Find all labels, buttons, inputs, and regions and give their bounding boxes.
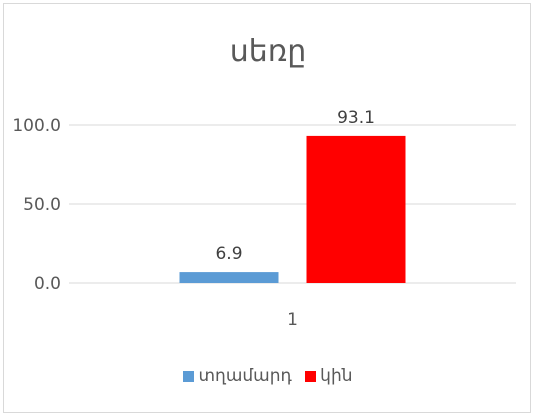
legend-label-female: կին [320, 366, 353, 386]
legend-swatch-male [183, 370, 195, 382]
legend-item-male: տղամարդ [183, 366, 292, 386]
chart-title: սեռը [229, 34, 307, 69]
bar-male [179, 272, 279, 283]
plot-area: 0.0 50.0 100.0 6.9 93.1 1 [12, 108, 516, 330]
y-tick-label-2: 100.0 [12, 116, 61, 136]
bar-female [306, 135, 406, 283]
data-label-male: 6.9 [215, 244, 242, 264]
data-label-female: 93.1 [337, 108, 375, 128]
y-tick-label-1: 50.0 [23, 195, 61, 215]
legend: տղամարդ կին [4, 366, 532, 387]
legend-label-male: տղամարդ [198, 366, 292, 386]
y-tick-label-0: 0.0 [34, 274, 61, 294]
legend-item-female: կին [305, 366, 353, 386]
chart-frame: սեռը 0.0 50.0 100.0 6.9 93.1 1 տղամարդ կին [3, 3, 531, 413]
x-tick-label-0: 1 [287, 310, 298, 330]
legend-swatch-female [305, 370, 317, 382]
